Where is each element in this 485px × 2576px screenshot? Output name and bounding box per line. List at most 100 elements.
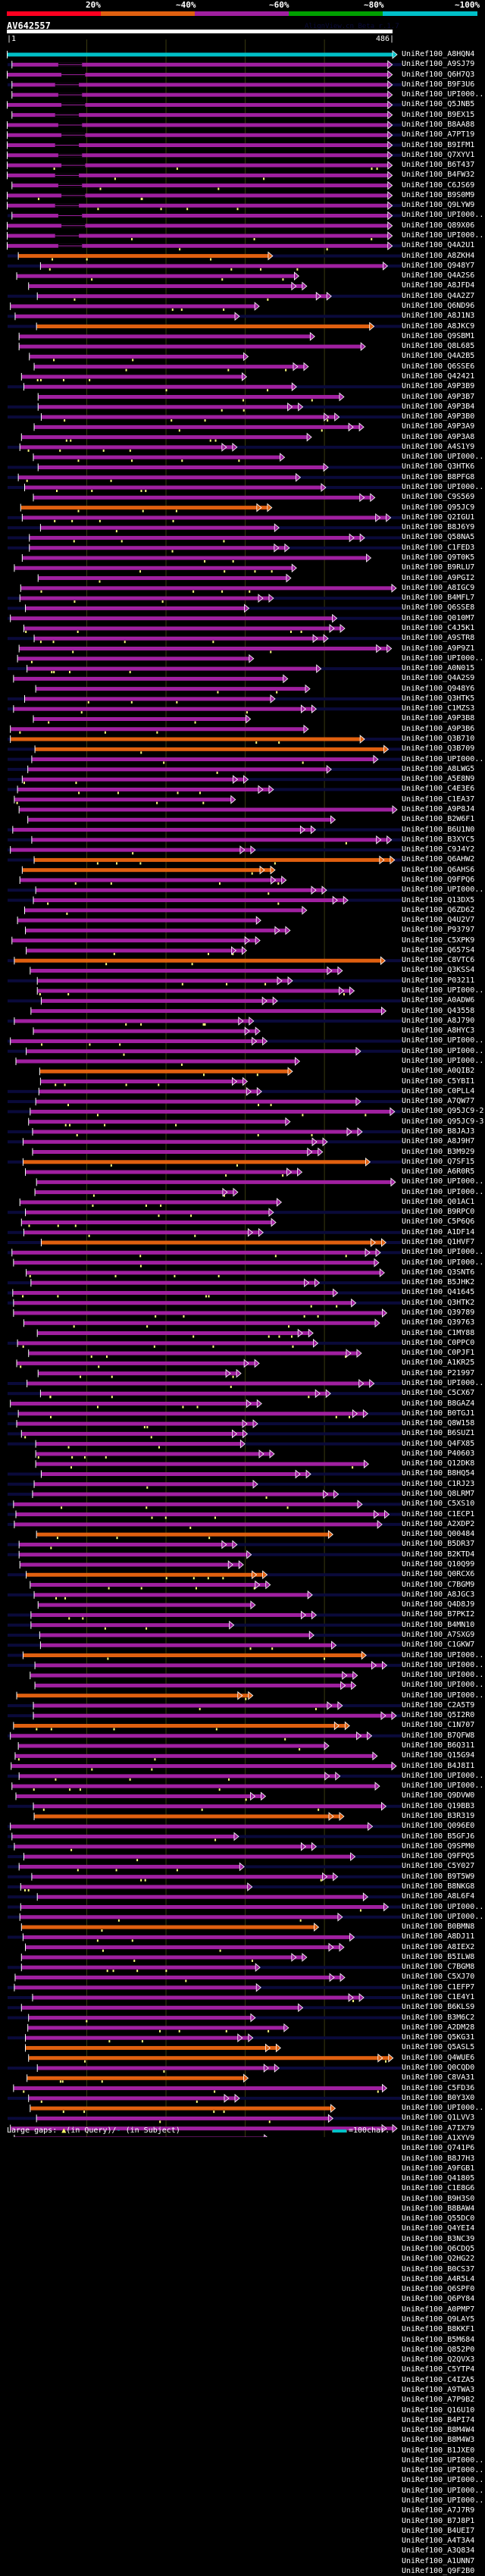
hit-bar[interactable] [38, 979, 288, 982]
hit-row[interactable] [8, 897, 402, 905]
hit-label[interactable]: UniRef100_A4R5L4 [402, 2275, 474, 2284]
hit-row[interactable] [8, 957, 402, 965]
hit-bar[interactable] [36, 1190, 233, 1194]
hit-label[interactable]: UniRef100_Q8LRM7 [402, 1490, 474, 1499]
hit-label[interactable]: UniRef100_Q4FX85 [402, 1440, 474, 1449]
hit-row[interactable] [8, 977, 402, 986]
hit-bar[interactable] [36, 1442, 241, 1446]
hit-label[interactable]: UniRef100_A2XDP2 [402, 1520, 474, 1529]
hit-label[interactable]: UniRef100_A8DJ11 [402, 1932, 474, 1941]
hit-label[interactable]: UniRef100_B0CS37 [402, 2265, 474, 2274]
hit-label[interactable]: UniRef100_A0ADW6 [402, 996, 474, 1005]
hit-bar[interactable] [14, 1724, 345, 1728]
hit-label[interactable]: UniRef100_A8HQN4 [402, 50, 474, 59]
hit-bar[interactable] [14, 1261, 374, 1264]
hit-label[interactable]: UniRef100_Q3KSS4 [402, 966, 474, 975]
hit-label[interactable]: UniRef100_C5YTP4 [402, 2365, 474, 2374]
hit-row[interactable] [8, 766, 402, 774]
hit-bar[interactable] [38, 989, 350, 993]
hit-label[interactable]: UniRef100_B9F3U6 [402, 80, 474, 89]
hit-bar[interactable] [22, 435, 307, 439]
hit-bar[interactable] [26, 2036, 249, 2040]
hit-label[interactable]: UniRef100_UPI000.. [402, 1379, 483, 1388]
hit-bar[interactable] [14, 798, 230, 801]
hit-bar[interactable] [36, 1100, 356, 1104]
hit-label[interactable]: UniRef100_A9TWA3 [402, 2386, 474, 2395]
hit-label[interactable]: UniRef100_P03211 [402, 976, 474, 986]
hit-label[interactable]: UniRef100_UPI000.. [402, 2456, 483, 2465]
hit-label[interactable]: UniRef100_UPI000.. [402, 211, 483, 220]
hit-row[interactable] [13, 1259, 379, 1268]
hit-row[interactable] [8, 1652, 402, 1660]
hit-label[interactable]: UniRef100_Q9F2B0 [402, 2567, 474, 2576]
hit-label[interactable]: UniRef100_UPI000.. [402, 2496, 483, 2505]
hit-bar[interactable] [17, 1694, 249, 1697]
hit-bar[interactable] [38, 1331, 308, 1335]
hit-label[interactable]: UniRef100_UPI000.. [402, 453, 483, 462]
hit-row[interactable] [8, 2114, 402, 2123]
hit-label[interactable]: UniRef100_Q9T0K5 [402, 553, 474, 563]
hit-label[interactable]: UniRef100_Q6SSE6 [402, 362, 474, 371]
hit-row[interactable] [8, 1279, 402, 1286]
hit-label[interactable]: UniRef100_C9S569 [402, 493, 474, 502]
hit-bar[interactable] [17, 274, 295, 278]
hit-label[interactable]: UniRef100_Q5KG31 [402, 2033, 474, 2042]
hit-label[interactable]: UniRef100_Q95JC9-3 [402, 1117, 483, 1127]
hit-bar[interactable] [20, 1915, 338, 1919]
hit-label[interactable]: UniRef100_Q4D8J9 [402, 1600, 474, 1609]
hit-row[interactable] [28, 2054, 393, 2063]
hit-row[interactable] [8, 635, 402, 643]
hit-row[interactable] [7, 192, 393, 200]
hit-bar[interactable] [41, 264, 383, 268]
hit-bar[interactable] [42, 1472, 306, 1476]
hit-label[interactable]: UniRef100_Q9DVW0 [402, 1791, 474, 1800]
hit-bar[interactable] [20, 1543, 233, 1547]
hit-label[interactable]: UniRef100_C7BGM8 [402, 1963, 474, 1972]
hit-row[interactable] [15, 1792, 265, 1800]
hit-label[interactable]: UniRef100_C4E3E6 [402, 785, 474, 794]
hit-row[interactable] [8, 1772, 402, 1781]
hit-label[interactable]: UniRef100_A9P3A8 [402, 433, 474, 442]
hit-label[interactable]: UniRef100_A9P3B6 [402, 725, 474, 734]
hit-row[interactable] [8, 846, 402, 854]
hit-label[interactable]: UniRef100_C1E4Y1 [402, 1993, 474, 2002]
hit-bar[interactable] [35, 858, 390, 862]
hit-row[interactable] [8, 544, 402, 553]
hit-label[interactable]: UniRef100_A0QIB2 [402, 1067, 474, 1076]
hit-label[interactable]: UniRef100_B6T437 [402, 161, 474, 170]
hit-bar[interactable] [14, 1503, 358, 1506]
hit-bar[interactable] [35, 425, 360, 429]
hit-label[interactable]: UniRef100_Q9LYW9 [402, 201, 474, 210]
hit-label[interactable]: UniRef100_C1MZS3 [402, 704, 474, 713]
hit-label[interactable]: UniRef100_A7QW77 [402, 1097, 474, 1106]
hit-bar[interactable] [27, 948, 242, 952]
hit-label[interactable]: UniRef100_UPI000.. [402, 1913, 483, 1922]
hit-bar[interactable] [19, 475, 296, 479]
hit-row[interactable] [11, 937, 260, 945]
hit-row[interactable] [27, 2074, 248, 2082]
hit-label[interactable]: UniRef100_Q9FPQ5 [402, 1852, 474, 1861]
hit-bar[interactable] [12, 1251, 376, 1255]
hit-label[interactable]: UniRef100_B8PFG8 [402, 473, 474, 482]
hit-row[interactable] [8, 1521, 402, 1529]
hit-row[interactable] [7, 121, 402, 129]
hit-row[interactable] [33, 1027, 260, 1035]
hit-bar[interactable] [29, 1120, 286, 1123]
hit-row[interactable] [30, 1672, 357, 1679]
hit-label[interactable]: UniRef100_Q096E0 [402, 1822, 474, 1831]
hit-row[interactable] [29, 353, 248, 361]
hit-bar[interactable] [14, 1985, 256, 1989]
hit-row[interactable] [8, 403, 402, 412]
hit-bar[interactable] [30, 355, 243, 359]
hit-row[interactable] [8, 1128, 402, 1136]
hit-bar[interactable] [39, 405, 299, 409]
hit-label[interactable]: UniRef100_B4PI74 [402, 2416, 474, 2425]
hit-row[interactable] [36, 1450, 274, 1459]
hit-bar[interactable] [33, 1150, 318, 1154]
hit-label[interactable]: UniRef100_A2DM28 [402, 2023, 474, 2032]
hit-label[interactable]: UniRef100_A9P8J4 [402, 805, 474, 814]
hit-label[interactable]: UniRef100_Q9SBM1 [402, 332, 474, 341]
hit-bar[interactable] [29, 1352, 357, 1355]
hit-bar[interactable] [29, 2096, 235, 2100]
hit-bar[interactable] [13, 1291, 333, 1295]
